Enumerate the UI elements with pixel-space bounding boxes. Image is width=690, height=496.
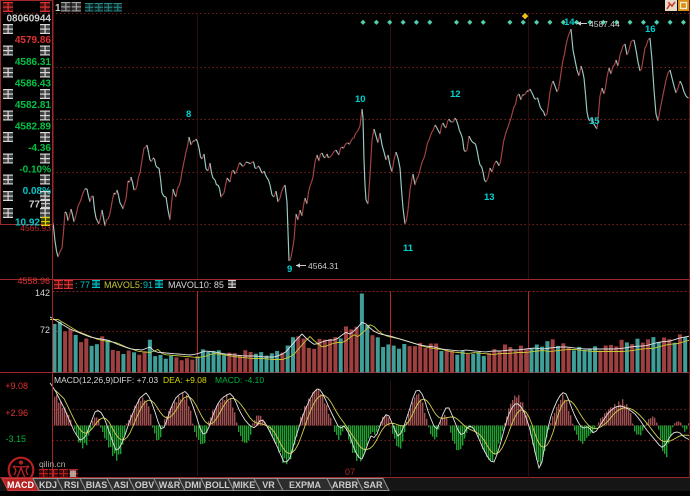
- svg-text:MACD: -4.10: MACD: -4.10: [215, 375, 264, 385]
- svg-text:MACD: MACD: [7, 480, 34, 490]
- svg-text:10: 10: [355, 94, 366, 105]
- svg-text:BOLL: BOLL: [205, 480, 230, 490]
- svg-text:qilin.cn: qilin.cn: [39, 459, 66, 469]
- svg-text:EXPMA: EXPMA: [289, 480, 322, 490]
- svg-text:91: 91: [143, 280, 153, 290]
- svg-text:12: 12: [450, 89, 461, 100]
- svg-text:-0.10%: -0.10%: [19, 165, 51, 176]
- svg-text:72: 72: [40, 325, 50, 335]
- svg-text:142: 142: [35, 288, 50, 298]
- svg-text:SAR: SAR: [363, 480, 383, 490]
- svg-text:OBV: OBV: [135, 480, 155, 490]
- svg-text:13: 13: [484, 192, 495, 203]
- svg-text:4586.43: 4586.43: [15, 79, 52, 90]
- svg-text:KDJ: KDJ: [39, 480, 57, 490]
- svg-text:4582.89: 4582.89: [15, 122, 52, 133]
- svg-text:4582.81: 4582.81: [15, 100, 52, 111]
- svg-text:9: 9: [287, 264, 292, 275]
- svg-text:VR: VR: [262, 480, 275, 490]
- svg-text:MAVOL10: 85: MAVOL10: 85: [168, 280, 224, 290]
- svg-text:4564.31: 4564.31: [308, 261, 339, 271]
- svg-text:14: 14: [564, 17, 575, 28]
- svg-text:07: 07: [345, 467, 355, 477]
- svg-text:-4.36: -4.36: [28, 143, 51, 154]
- svg-text:08060944: 08060944: [7, 14, 52, 25]
- svg-text:MIKE: MIKE: [233, 480, 256, 490]
- svg-text:MAVOL5:: MAVOL5:: [104, 280, 142, 290]
- svg-text:4586.31: 4586.31: [15, 57, 52, 68]
- svg-text:: 77: : 77: [75, 280, 90, 290]
- svg-text:11: 11: [403, 243, 414, 254]
- svg-text:ARBR: ARBR: [332, 480, 358, 490]
- svg-text:MACD(12,26,9): MACD(12,26,9): [54, 375, 113, 385]
- svg-text:RSI: RSI: [64, 480, 79, 490]
- svg-text:4587.44: 4587.44: [589, 19, 620, 29]
- svg-text:+9.08: +9.08: [5, 381, 28, 391]
- svg-text:77: 77: [29, 200, 41, 211]
- svg-text:15: 15: [589, 116, 600, 127]
- svg-text:4558.96: 4558.96: [17, 276, 50, 286]
- svg-text:10.92: 10.92: [15, 218, 40, 229]
- svg-text:ASI: ASI: [113, 480, 128, 490]
- svg-text:+2.96: +2.96: [5, 408, 28, 418]
- svg-text:DEA: +9.08: DEA: +9.08: [163, 375, 207, 385]
- svg-text:W&R: W&R: [159, 480, 181, 490]
- svg-text:DMI: DMI: [185, 480, 202, 490]
- svg-text:-3.15: -3.15: [5, 434, 26, 444]
- svg-text:16: 16: [645, 24, 656, 35]
- svg-text:BIAS: BIAS: [86, 480, 108, 490]
- svg-text:8: 8: [186, 109, 191, 120]
- svg-text:1: 1: [55, 3, 61, 14]
- svg-text:DIFF: +7.03: DIFF: +7.03: [113, 375, 158, 385]
- svg-text:4579.86: 4579.86: [15, 35, 52, 46]
